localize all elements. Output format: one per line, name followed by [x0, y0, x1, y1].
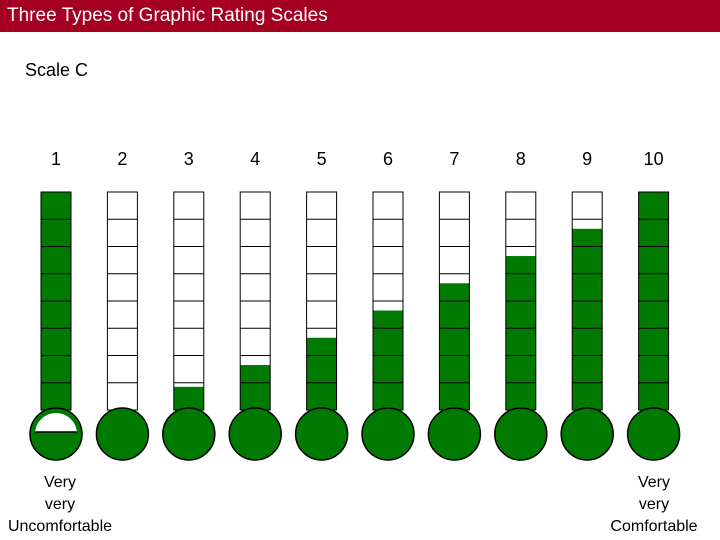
- slide-title: Three Types of Graphic Rating Scales: [7, 5, 328, 26]
- bulb: [162, 407, 216, 461]
- left-anchor-line2: very: [44, 496, 76, 513]
- right-anchor-label: Very very Comfortable: [589, 472, 719, 538]
- tube-fill: [505, 256, 536, 410]
- bulb: [626, 407, 681, 461]
- bulb: [228, 407, 282, 461]
- tube-fill: [306, 337, 337, 410]
- thermometer-6: [361, 191, 415, 461]
- bulb: [494, 407, 548, 461]
- bulb-outline: [29, 407, 83, 461]
- thermometer-9: [560, 191, 614, 461]
- scale-number-9: 9: [582, 149, 593, 169]
- left-anchor-line1: Very: [43, 474, 76, 491]
- thermometer-1: [29, 191, 83, 461]
- scale-label: Scale C: [25, 60, 89, 80]
- tube-fill: [240, 365, 271, 410]
- bulb-ring: [30, 408, 82, 460]
- scale-number-5: 5: [316, 149, 327, 169]
- right-anchor-line3: Comfortable: [610, 518, 698, 535]
- right-anchor-line2: very: [638, 496, 670, 513]
- thermometer-8: [494, 191, 548, 461]
- thermometer-3: [162, 191, 216, 461]
- thermometer-5: [294, 191, 349, 461]
- bulb: [427, 407, 482, 461]
- scale-number-6: 6: [382, 149, 393, 169]
- scale-number-7: 7: [449, 149, 460, 169]
- tube-fill: [572, 228, 603, 410]
- bulb: [560, 407, 614, 461]
- scale-number-4: 4: [250, 149, 261, 169]
- bulb: [361, 407, 415, 461]
- scale-number-2: 2: [117, 149, 128, 169]
- left-anchor-line3: Uncomfortable: [7, 518, 113, 535]
- tube-fill: [173, 386, 204, 410]
- right-anchor-line1: Very: [637, 474, 670, 491]
- thermometer-10: [626, 191, 681, 461]
- bulb: [95, 407, 150, 461]
- thermometer-4: [228, 191, 282, 461]
- scale-number-10: 10: [643, 149, 664, 169]
- title-bar: Three Types of Graphic Rating Scales: [0, 0, 720, 32]
- bulb: [294, 407, 349, 461]
- tube-fill: [373, 310, 403, 410]
- thermometer-2: [95, 191, 150, 461]
- tube-fill: [439, 283, 470, 410]
- scale-number-8: 8: [515, 149, 526, 169]
- thermometer-7: [427, 191, 482, 461]
- scale-number-1: 1: [50, 149, 61, 169]
- left-anchor-label: Very very Uncomfortable: [0, 472, 125, 538]
- scale-number-3: 3: [183, 149, 194, 169]
